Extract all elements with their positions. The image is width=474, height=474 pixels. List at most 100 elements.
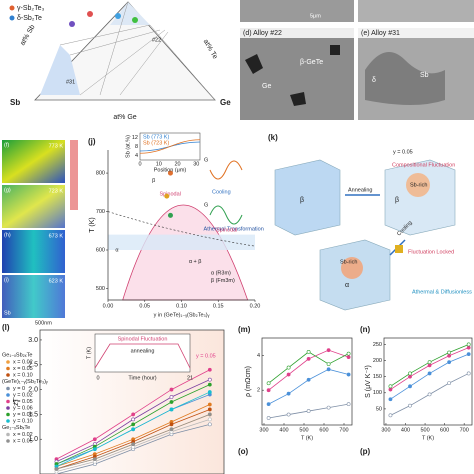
x-tick-label: 300 [381,427,390,433]
x-axis-label: T (K) [422,435,434,441]
energy-curve [209,205,243,225]
panel-label: (o) [238,447,249,456]
legend-label: x = 0.05 [13,438,33,444]
point [427,360,432,365]
y-axis-label: ρ (mΩcm) [245,366,252,397]
point [169,387,174,392]
y-tick-label: 50 [376,406,382,412]
point [266,388,271,393]
point [131,417,136,422]
legend-label: y = 0.08 [13,412,33,418]
sample-dot [167,212,173,218]
phase-label: β [300,197,304,204]
point [207,367,212,372]
label-bg [358,28,474,38]
region-label: Spinodal [159,192,180,198]
point [286,412,291,417]
legend-marker [6,412,10,417]
phase-label: β [395,197,399,204]
y-tick-label: 600 [96,247,105,253]
x-tick-label: 0.05 [139,303,150,309]
point [92,457,97,462]
region-label: α [115,247,119,253]
phase-label: α [345,282,349,289]
point [306,356,311,361]
point [207,377,212,382]
point [207,382,212,387]
panel-label: (h) [4,232,11,238]
point [447,353,452,358]
inset-label: T (K) [86,347,92,359]
inset-tick: 30 [193,161,199,167]
energy-label: G [204,202,208,208]
point [447,360,452,365]
annotation: Sb [420,72,429,79]
point-label: #31 [66,79,75,85]
legend-group: Ge₁₋ₓSb₂ₓTe [2,352,32,358]
panel-label: (p) [360,447,371,456]
legend-marker [6,432,10,437]
region-label: Athermal Transformation [204,226,264,232]
point [131,442,136,447]
axis-label: at% Te [202,38,219,60]
legend-label: y = 0.02 [13,392,33,398]
y-tick-label: 700 [96,209,105,215]
triangle [34,1,216,101]
point [207,390,212,394]
inset-note: annealing [131,348,155,354]
cube [384,159,456,236]
legend-label: x = 0.02 [13,432,33,438]
panel-label: (d) Alloy #22 [243,30,282,37]
image [240,0,354,22]
sb-region [365,52,445,105]
inset-label: Sb (at.%) [125,135,131,158]
annotation: Compositional Fluctuation [392,162,455,168]
point [286,372,291,377]
sample-dot [164,193,170,199]
y-tick-label: 800 [96,171,105,177]
panel-label: (g) [4,187,11,193]
ternary-diagram: γ-Sb₂Te₃ δ-Sb₂Te at% Sb at% Te at% Ge Sb… [9,1,231,121]
y-axis-label: T (K) [89,217,96,232]
annotation: Athermal & Diffusionless [412,289,472,295]
corner-label: Sb [10,98,20,107]
point [92,437,97,442]
schematic: (k) y = 0.05 Annealing Compositional Flu… [268,133,472,311]
image [240,28,354,120]
point [408,374,412,379]
structure-label: α (R3m) [211,271,231,277]
transition-line [107,211,256,247]
point [92,447,97,452]
legend-marker [6,360,10,364]
legend-marker [6,373,10,377]
inset-tick: 8 [135,144,138,150]
annotation: Sb-rich [410,182,427,188]
point [266,416,271,420]
inset-tick: 20 [174,161,180,167]
energy-label: Cooling [212,189,231,195]
legend-group: Ge₁₋ₓSbₓTe [2,425,30,431]
panel-label: (n) [360,325,371,334]
phase-dot [87,11,93,17]
point [306,350,311,354]
point [131,412,136,417]
y-axis-label: S (μV K⁻¹) [365,365,372,398]
panel-label: (e) Alloy #31 [361,30,400,37]
x-tick-label: 300 [259,427,268,433]
point [131,422,136,427]
legend-label: y = 0.10 [13,418,33,424]
sb-rich [406,173,430,197]
point-label: #22 [152,37,161,43]
y-axis-label: zT [13,397,20,406]
annotation: Fluctuation Locked [408,249,454,255]
x-tick-label: 500 [420,427,429,433]
point [466,342,471,347]
annotation: Sb-rich [340,259,357,265]
inset-legend: Sb (773 K) [143,134,169,140]
x-tick-label: 400 [401,427,410,433]
inset-tick: 0 [96,375,99,381]
y-tick-label: 3.0 [28,337,38,344]
point [207,402,212,407]
x-tick-label: 600 [319,427,328,433]
annotation: y = 0.05 [393,149,413,155]
